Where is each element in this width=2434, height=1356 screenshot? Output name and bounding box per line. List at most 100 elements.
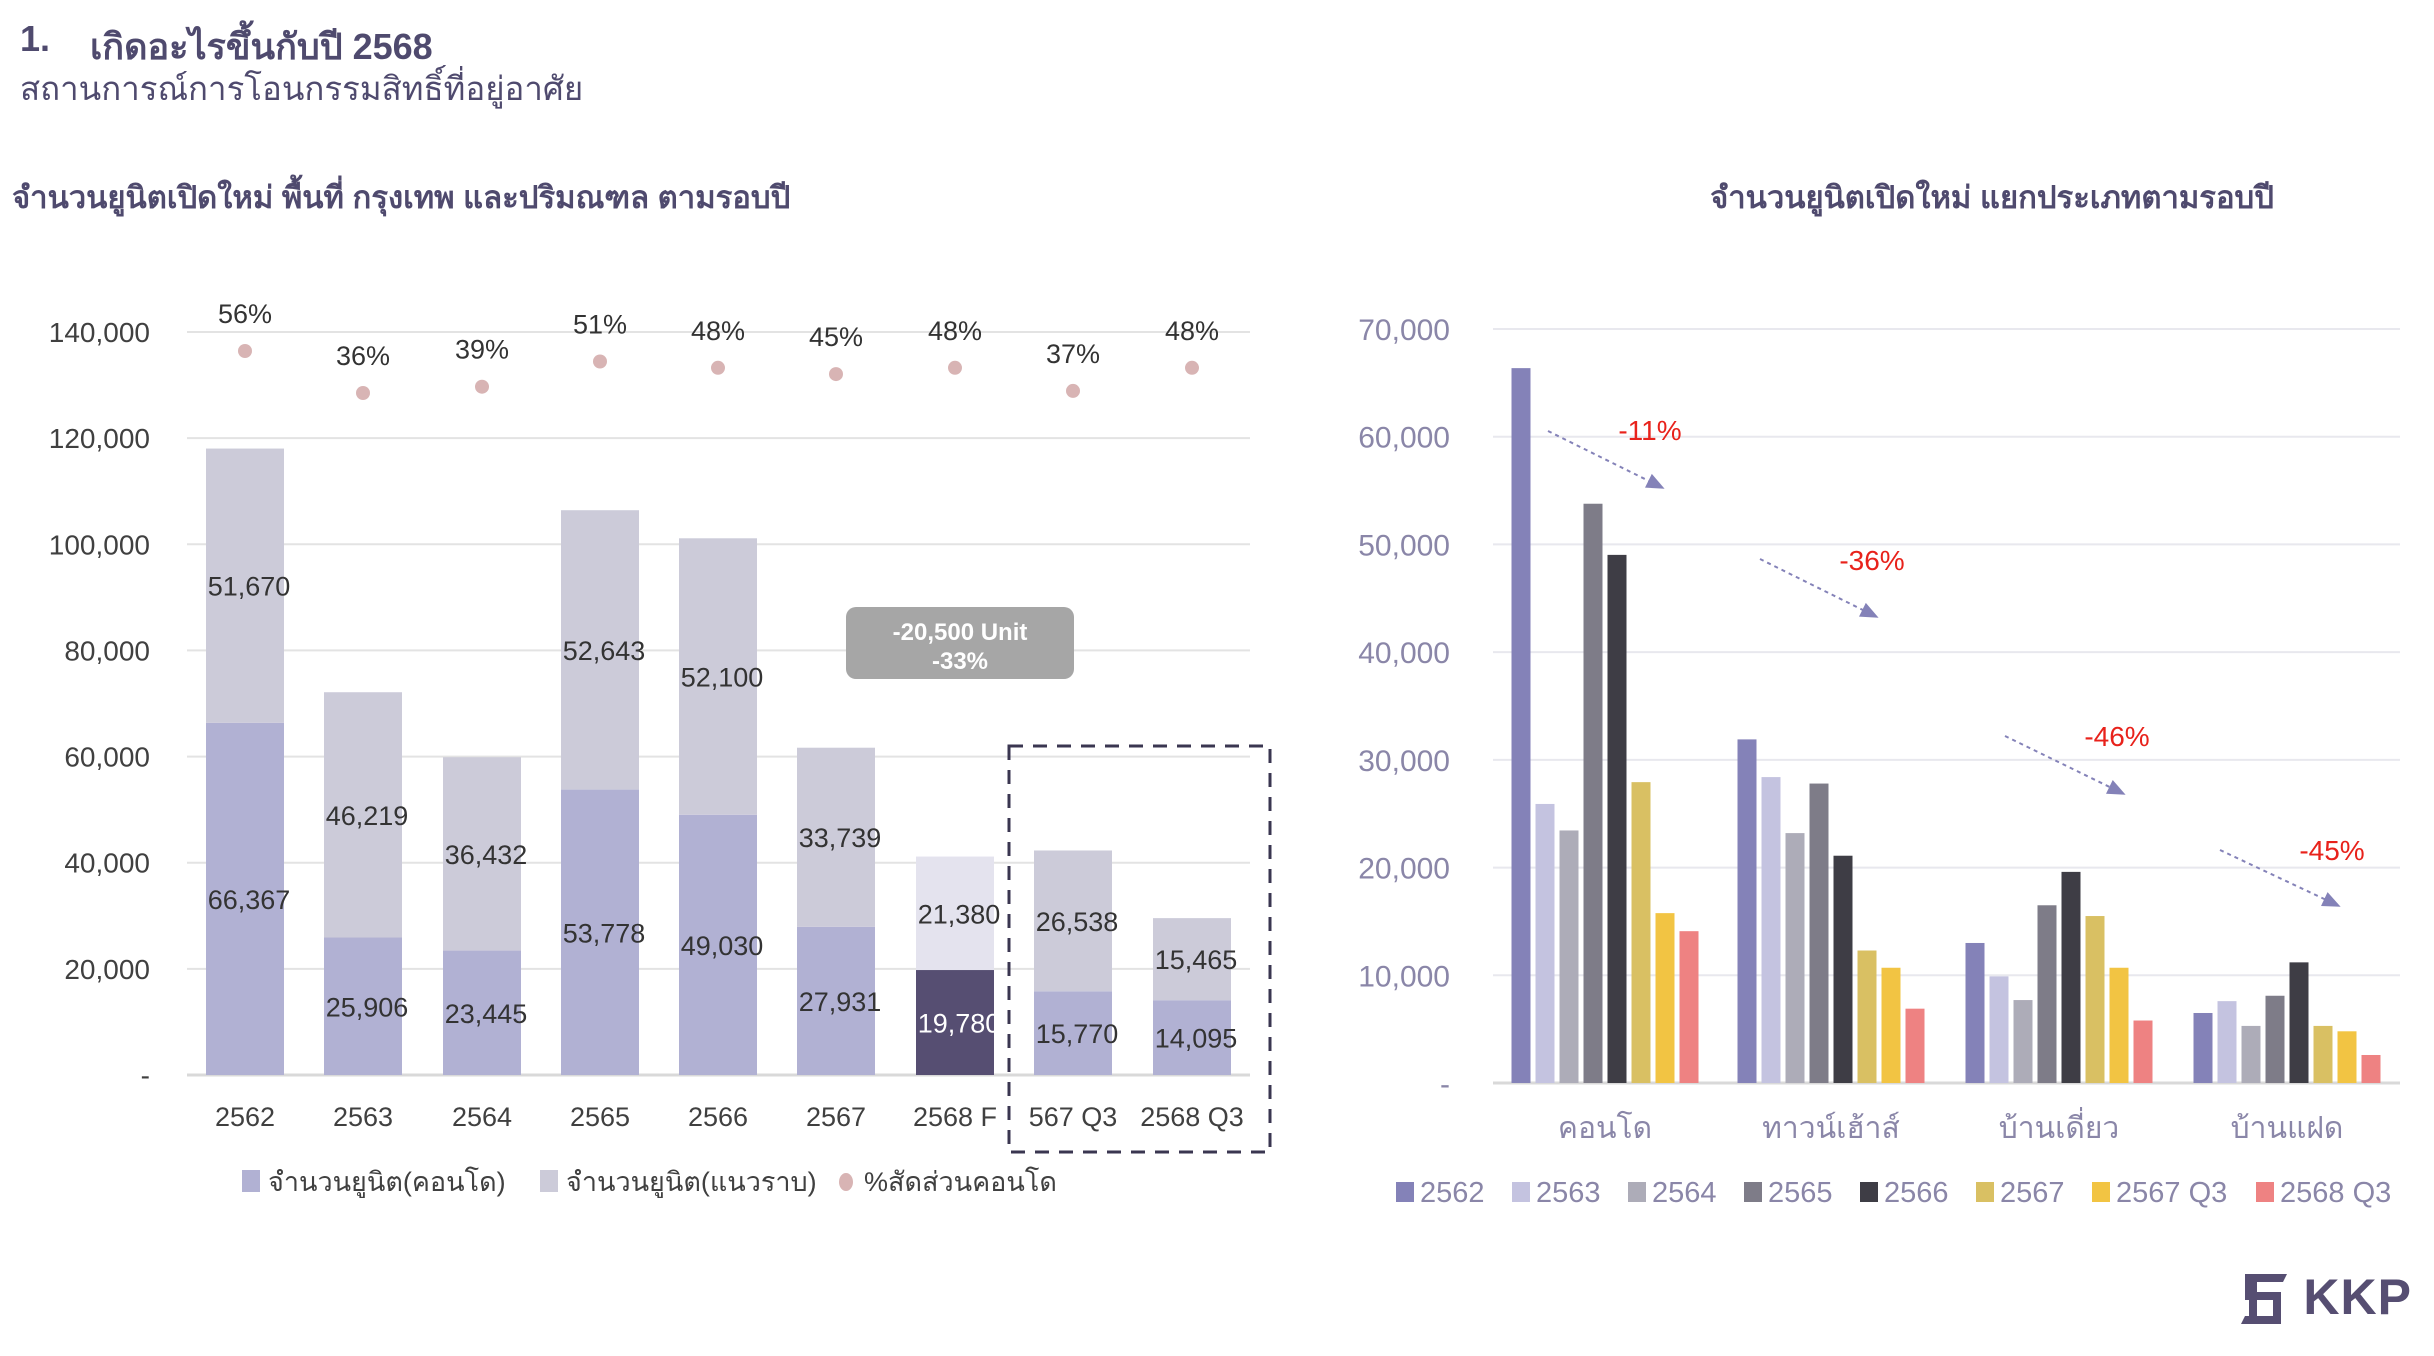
bar-2566: [2289, 962, 2309, 1083]
x-tick-label: 2564: [452, 1102, 512, 1132]
bar-2567: [2085, 916, 2105, 1083]
pct-label: 56%: [218, 299, 272, 329]
right-chart-title: จำนวนยูนิตเปิดใหม่ แยกประเภทตามรอบปี: [1710, 180, 2274, 215]
y-tick-label: -: [1440, 1068, 1450, 1101]
bar-2567-Q3: [1881, 967, 1901, 1083]
data-label-condo: 23,445: [445, 999, 528, 1029]
y-tick-label: 140,000: [49, 317, 150, 348]
x-tick-label: 2565: [570, 1102, 630, 1132]
q3-highlight-box: [1007, 744, 1272, 1154]
bar-2562: [1737, 739, 1757, 1083]
y-tick-label: 20,000: [64, 954, 150, 985]
data-label-horizontal: 21,380: [918, 899, 1001, 929]
bar-horizontal: [1034, 850, 1112, 992]
change-annotation: -46%: [2084, 721, 2149, 752]
pct-dot: [475, 379, 489, 394]
bar-2563: [1761, 777, 1781, 1083]
bar-2564: [2013, 1000, 2033, 1083]
x-tick-label: 2568 F: [913, 1102, 997, 1132]
x-category-label: คอนโด: [1558, 1110, 1652, 1145]
pct-label: 45%: [809, 322, 863, 352]
callout-box: [846, 607, 1074, 679]
bar-2566: [2061, 871, 2081, 1083]
legend-label: 2563: [1536, 1177, 1601, 1209]
change-annotation: -36%: [1839, 545, 1904, 576]
bar-condo: [916, 970, 994, 1075]
kkp-emblem-icon: [2241, 1274, 2288, 1324]
pct-dot: [238, 344, 252, 358]
data-label-horizontal: 52,643: [563, 636, 646, 666]
bar-condo: [797, 926, 875, 1075]
y-tick-label: 40,000: [64, 848, 150, 879]
legend-swatch: [839, 1173, 853, 1191]
bar-horizontal: [679, 538, 757, 815]
legend-label: จำนวนยูนิต(แนวราบ): [566, 1167, 817, 1198]
kkp-logo: KKP: [2235, 1266, 2412, 1328]
bar-horizontal: [1153, 918, 1231, 1001]
data-label-condo: 27,931: [799, 987, 882, 1017]
legend-swatch: [2092, 1182, 2110, 1202]
bar-horizontal: [797, 747, 875, 927]
pct-label: 39%: [455, 335, 509, 365]
callout-units: -20,500 Unit: [893, 619, 1028, 646]
trend-arrow-head-icon: [1645, 473, 1665, 489]
bar-2565: [2037, 905, 2057, 1083]
data-label-horizontal: 52,100: [681, 663, 764, 693]
x-tick-label: 2567: [806, 1102, 866, 1132]
legend-label: 2567: [2000, 1177, 2065, 1209]
x-tick-label: 2568 Q3: [1140, 1102, 1244, 1132]
data-label-condo: 14,095: [1155, 1024, 1238, 1054]
page-subtitle: สถานการณ์การโอนกรรมสิทธิ์ที่อยู่อาศัย: [20, 70, 584, 107]
pct-dot: [711, 360, 725, 375]
bar-condo: [443, 950, 521, 1075]
left-chart-title: จำนวนยูนิตเปิดใหม่ พื้นที่ กรุงเทพ และปร…: [12, 180, 791, 215]
pct-dot: [356, 386, 370, 400]
bar-2568-Q3: [1679, 931, 1699, 1083]
data-label-horizontal: 15,465: [1155, 945, 1238, 975]
bar-2563: [2217, 1001, 2237, 1083]
bar-2566: [1607, 554, 1627, 1083]
x-tick-label: 2562: [215, 1102, 275, 1132]
y-tick-label: 40,000: [1358, 637, 1450, 670]
legend-label: 2566: [1884, 1177, 1949, 1209]
y-tick-label: 80,000: [64, 635, 150, 666]
y-tick-label: -: [141, 1060, 150, 1091]
y-tick-label: 100,000: [49, 529, 150, 560]
data-label-horizontal: 33,739: [799, 823, 882, 853]
legend-swatch: [1512, 1182, 1530, 1202]
section-number: 1.: [20, 18, 51, 59]
legend-swatch: [540, 1170, 558, 1192]
trend-arrow-line: [1759, 558, 1876, 617]
legend-swatch: [1976, 1182, 1994, 1202]
bar-horizontal: [443, 757, 521, 951]
x-tick-label: 2563: [333, 1102, 393, 1132]
legend-swatch: [1628, 1182, 1646, 1202]
legend-swatch: [1744, 1182, 1762, 1202]
callout-percent: -33%: [932, 648, 988, 675]
bar-2567: [2313, 1025, 2333, 1083]
pct-dot: [1185, 360, 1199, 375]
y-tick-label: 70,000: [1358, 314, 1450, 347]
trend-arrow-head-icon: [1859, 602, 1879, 618]
bar-2562: [1965, 942, 1985, 1083]
bar-2565: [2265, 995, 2285, 1083]
bar-2564: [1559, 830, 1579, 1083]
y-tick-label: 60,000: [64, 742, 150, 773]
trend-arrow-line: [2004, 735, 2123, 794]
data-label-horizontal: 46,219: [326, 801, 409, 831]
bar-2567-Q3: [1655, 913, 1675, 1083]
pct-label: 37%: [1046, 339, 1100, 369]
y-tick-label: 10,000: [1358, 960, 1450, 993]
y-tick-label: 50,000: [1358, 529, 1450, 562]
logo-text: KKP: [2303, 1269, 2412, 1325]
bar-2568-Q3: [1905, 1008, 1925, 1083]
trend-arrow-line: [2219, 849, 2338, 906]
bar-2564: [2241, 1025, 2261, 1083]
pct-dot: [593, 354, 607, 369]
bar-2567: [1631, 782, 1651, 1083]
bar-condo: [206, 722, 284, 1075]
pct-label: 48%: [691, 316, 745, 346]
data-label-horizontal: 51,670: [208, 572, 291, 602]
bar-horizontal: [324, 692, 402, 938]
y-tick-label: 20,000: [1358, 853, 1450, 886]
